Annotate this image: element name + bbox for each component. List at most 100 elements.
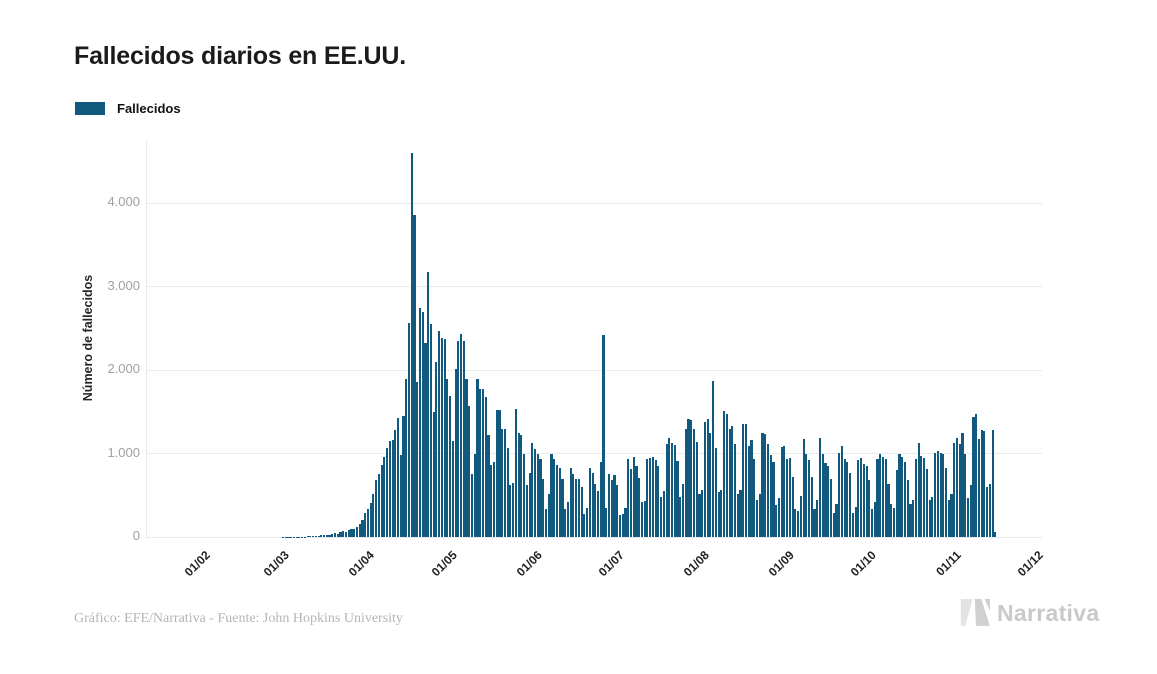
bar xyxy=(980,430,983,537)
bar xyxy=(703,421,706,537)
gridline xyxy=(147,536,1042,538)
bar xyxy=(470,474,474,537)
bar xyxy=(734,444,737,537)
bar xyxy=(632,456,635,537)
bar xyxy=(501,429,504,537)
bar xyxy=(824,462,827,537)
bar xyxy=(923,457,926,537)
bar xyxy=(536,453,539,537)
bar xyxy=(506,447,509,537)
x-tick-label: 01/05 xyxy=(428,548,460,580)
y-tick-label: 4.000 xyxy=(107,194,140,210)
bar xyxy=(440,337,443,537)
bar xyxy=(966,497,970,537)
bar xyxy=(446,379,449,537)
bar xyxy=(610,480,613,537)
bar xyxy=(788,457,791,537)
bar xyxy=(468,406,471,537)
bar xyxy=(912,500,915,537)
bar xyxy=(783,446,786,537)
bar xyxy=(416,381,419,537)
bar xyxy=(607,474,611,537)
bar xyxy=(312,536,315,537)
bar xyxy=(429,324,432,537)
bar xyxy=(314,535,317,537)
bar xyxy=(317,535,320,537)
bar xyxy=(325,534,328,537)
bar xyxy=(306,536,309,537)
bar xyxy=(840,446,843,537)
bar xyxy=(640,501,643,537)
bar xyxy=(649,457,652,537)
bar xyxy=(676,461,679,537)
bar xyxy=(857,460,860,537)
bar xyxy=(728,429,731,537)
bar xyxy=(744,424,748,537)
bar xyxy=(821,454,824,537)
bar xyxy=(684,428,687,537)
bar xyxy=(977,439,980,537)
bar xyxy=(572,473,575,537)
bar xyxy=(914,459,917,537)
bar xyxy=(755,500,759,537)
bar xyxy=(583,513,586,537)
narrativa-logo-text: Narrativa xyxy=(997,599,1100,626)
y-tick-label: 0 xyxy=(132,528,140,543)
bar xyxy=(375,480,378,537)
x-tick-label: 01/03 xyxy=(261,548,293,580)
bar xyxy=(460,333,463,537)
bar xyxy=(386,447,389,537)
bar xyxy=(903,461,907,537)
bar xyxy=(355,526,359,537)
bar xyxy=(413,215,416,537)
bar xyxy=(887,483,890,537)
bar xyxy=(550,453,553,537)
bar xyxy=(487,435,490,537)
bar xyxy=(925,468,928,537)
bar xyxy=(462,341,465,537)
bar xyxy=(383,456,386,537)
bar xyxy=(920,456,923,537)
bar xyxy=(692,429,696,537)
x-tick-label: 01/08 xyxy=(680,548,712,580)
bar xyxy=(350,528,353,537)
bar xyxy=(818,437,822,537)
bar xyxy=(838,452,841,537)
bar xyxy=(454,369,457,537)
bar xyxy=(881,456,885,537)
bar xyxy=(564,509,567,537)
bar xyxy=(492,461,496,537)
bar xyxy=(577,478,580,537)
bar xyxy=(747,446,750,537)
bar xyxy=(410,153,413,537)
bar xyxy=(994,532,997,537)
bar xyxy=(542,479,545,537)
bar xyxy=(569,467,572,537)
bar xyxy=(588,467,591,537)
bar xyxy=(328,535,331,537)
bar xyxy=(377,474,380,537)
bar xyxy=(544,509,548,537)
bar xyxy=(665,443,668,537)
bar xyxy=(909,503,912,537)
bar xyxy=(495,410,498,537)
bar xyxy=(629,468,633,537)
bar xyxy=(388,441,391,537)
bar xyxy=(843,459,846,537)
bar xyxy=(380,465,383,537)
legend: Fallecidos xyxy=(75,101,181,116)
bar xyxy=(860,457,863,537)
bar xyxy=(476,379,479,537)
bar xyxy=(616,485,619,537)
bar xyxy=(750,440,753,537)
bar xyxy=(942,453,945,537)
bar xyxy=(418,307,422,537)
x-tick-label: 01/04 xyxy=(346,548,378,580)
bar xyxy=(761,432,764,537)
bar xyxy=(465,378,468,537)
bar xyxy=(986,486,989,537)
bar xyxy=(509,485,512,537)
bar xyxy=(657,466,660,537)
bar xyxy=(983,431,986,537)
x-tick-label: 01/12 xyxy=(1014,548,1046,580)
